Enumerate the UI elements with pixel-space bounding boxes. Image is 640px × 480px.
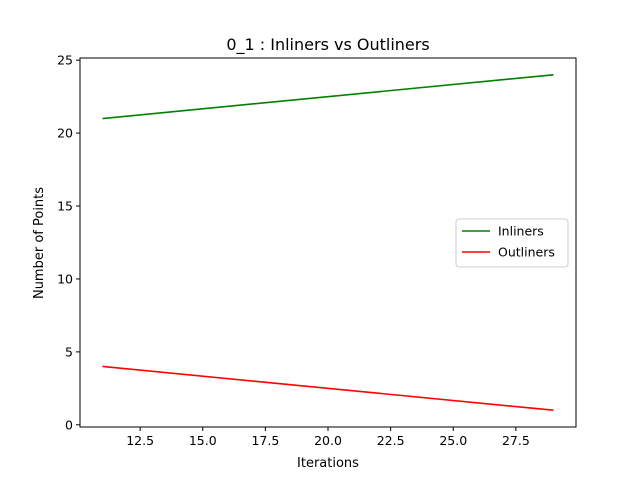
- y-tick-label: 5: [65, 344, 73, 359]
- x-axis-ticks: 12.5 15.0 17.5 20.0 22.5 25.0 27.5: [126, 427, 530, 448]
- x-tick-label: 22.5: [377, 433, 405, 448]
- x-axis-label: Iterations: [297, 456, 359, 471]
- y-tick-label: 25: [57, 53, 73, 68]
- x-tick-label: 17.5: [251, 433, 279, 448]
- y-tick-label: 0: [65, 417, 73, 432]
- chart-title: 0_1 : Inliners vs Outliners: [226, 35, 429, 55]
- legend-label-outliners: Outliners: [498, 245, 555, 260]
- y-axis-label: Number of Points: [32, 187, 47, 299]
- y-axis-ticks: 0 5 10 15 20 25: [57, 53, 80, 432]
- legend-label-inliners: Inliners: [498, 224, 544, 239]
- y-tick-label: 15: [57, 199, 73, 214]
- y-tick-label: 20: [57, 126, 73, 141]
- series-line-inliners: [102, 73, 554, 120]
- x-tick-label: 27.5: [502, 433, 530, 448]
- y-tick-label: 10: [57, 271, 73, 286]
- series-line-outliners: [102, 365, 554, 412]
- x-tick-label: 12.5: [126, 433, 154, 448]
- chart-legend: Inliners Outliners: [455, 218, 569, 268]
- series-layer: [102, 73, 554, 412]
- x-tick-label: 20.0: [314, 433, 342, 448]
- x-tick-label: 25.0: [439, 433, 467, 448]
- x-tick-label: 15.0: [189, 433, 217, 448]
